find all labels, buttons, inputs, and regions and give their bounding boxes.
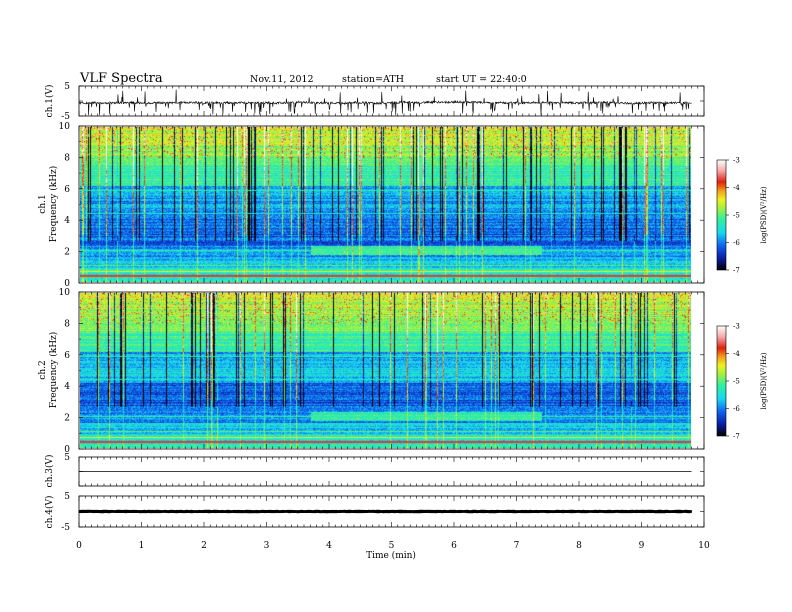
- ch4-trace: [78, 509, 692, 514]
- ch3-ytick-top: 5: [64, 453, 70, 463]
- spec1-ytick-label: 4: [64, 216, 70, 226]
- ch1-ylabel: ch.1(V): [44, 85, 55, 118]
- time-tick-label: 6: [451, 541, 457, 551]
- time-tick-label: 1: [139, 541, 145, 551]
- time-tick-label: 3: [264, 541, 270, 551]
- ch1-waveform-panel: 5 -5 ch.1(V): [44, 82, 705, 122]
- station-label: station=ATH: [342, 74, 404, 85]
- figure-title: VLF Spectra: [80, 71, 163, 86]
- recording-date: Nov.11, 2012: [250, 74, 314, 85]
- colorbar2-tick-label: -7: [733, 433, 740, 441]
- ch2-spectrogram-panel: 0 2 4 6 8 10 ch.2 Frequency (kHz): [38, 288, 705, 455]
- colorbar1-tick-label: -5: [733, 212, 740, 220]
- time-tick-label: 4: [326, 541, 332, 551]
- spec1-ytick-label: 8: [64, 153, 70, 163]
- ch2-spec-channel-label: ch.2: [38, 360, 48, 379]
- ch2-colorbar-gradient: [716, 325, 727, 437]
- ch1-trace: [78, 89, 692, 116]
- spec1-ytick-label: 10: [59, 122, 71, 132]
- ch2-spectrogram-image: [80, 293, 691, 448]
- time-axis-label: Time (min): [366, 550, 416, 561]
- ch4-ytick-bottom: -5: [61, 523, 70, 533]
- ch1-colorbar-label: log(PSD)(V²/Hz): [760, 186, 768, 243]
- ch4-ytick-top: 5: [64, 492, 70, 502]
- colorbar1-tick-label: -4: [733, 184, 740, 192]
- time-tick-label: 8: [576, 541, 582, 551]
- ch1-spectrogram-panel: 0 2 4 6 8 10 ch.1 Frequency (kHz): [38, 122, 705, 289]
- ch2-spec-ylabel: Frequency (kHz): [48, 332, 59, 409]
- time-tick-label: 10: [698, 541, 710, 551]
- colorbar1-tick-label: -3: [733, 157, 740, 165]
- spec2-ytick-label: 10: [59, 288, 71, 298]
- ch1-ytick-top: 5: [64, 82, 70, 92]
- spec1-ytick-label: 0: [64, 279, 70, 289]
- ch2-colorbar: -3 -4 -5 -6 -7 log(PSD)(V²/Hz): [716, 323, 768, 441]
- start-time: start UT = 22:40:0: [436, 74, 527, 85]
- spec1-ytick-label: 2: [64, 248, 70, 258]
- ch4-ylabel: ch.4(V): [44, 496, 55, 529]
- ch2-colorbar-label: log(PSD)(V²/Hz): [760, 352, 768, 409]
- time-axis-tick-labels: 0 1 2 3 4 5 6 7 8 9 10: [76, 541, 710, 551]
- time-tick-label: 2: [201, 541, 207, 551]
- spec2-ytick-label: 2: [64, 414, 70, 424]
- ch4-waveform-panel: 5 -5 ch.4(V): [44, 492, 705, 533]
- colorbar1-tick-label: -6: [733, 239, 740, 247]
- colorbar2-tick-label: -6: [733, 405, 740, 413]
- time-tick-label: 9: [639, 541, 645, 551]
- ch3-ylabel: ch.3(V): [44, 455, 55, 488]
- ch3-waveform-panel: 5 ch.3(V): [44, 453, 705, 488]
- spec2-ytick-label: 8: [64, 319, 70, 329]
- colorbar2-tick-label: -5: [733, 378, 740, 386]
- colorbar2-tick-label: -4: [733, 350, 740, 358]
- spec1-ytick-label: 6: [64, 185, 70, 195]
- spec2-ytick-label: 4: [64, 382, 70, 392]
- ch1-spec-channel-label: ch.1: [38, 194, 48, 213]
- ch1-spectrogram-image: [80, 127, 691, 282]
- ch1-colorbar-gradient: [716, 159, 727, 271]
- spec2-ytick-label: 0: [64, 445, 70, 455]
- ch1-spec-ylabel: Frequency (kHz): [48, 166, 59, 243]
- ch1-ytick-bottom: -5: [61, 112, 70, 122]
- time-tick-label: 7: [514, 541, 520, 551]
- spec2-ytick-label: 6: [64, 351, 70, 361]
- time-tick-label: 0: [76, 541, 82, 551]
- ch1-colorbar: -3 -4 -5 -6 -7 log(PSD)(V²/Hz): [716, 157, 768, 275]
- colorbar2-tick-label: -3: [733, 323, 740, 331]
- time-tick-label: 5: [389, 541, 395, 551]
- colorbar1-tick-label: -7: [733, 267, 740, 275]
